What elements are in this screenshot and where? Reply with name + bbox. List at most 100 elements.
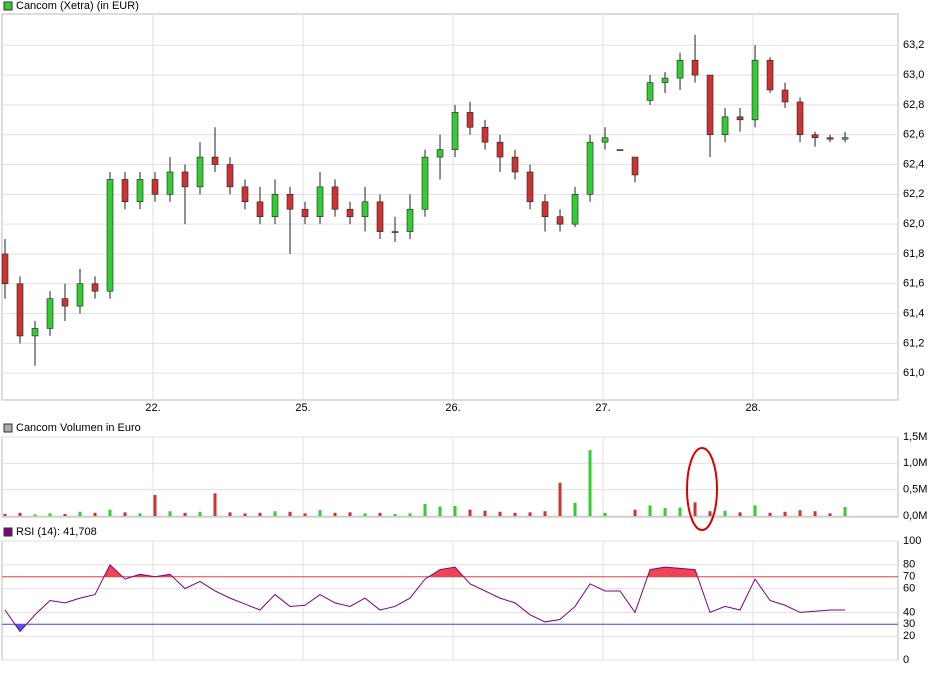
- y-tick-label: 60: [903, 583, 915, 595]
- volume-bar: [663, 508, 667, 516]
- candle-body: [661, 77, 669, 83]
- candle-body: [76, 283, 84, 307]
- level-label: 70: [903, 571, 915, 583]
- candle-body: [271, 194, 279, 217]
- volume-bar: [423, 503, 427, 516]
- price-frame: [1, 13, 899, 401]
- candle-body: [751, 59, 759, 121]
- candle-body: [106, 179, 114, 292]
- volume-bar: [78, 511, 82, 516]
- y-tick-label: 62,6: [903, 129, 924, 141]
- volume-bar: [573, 502, 577, 516]
- candle-body: [301, 208, 309, 217]
- candle-body: [346, 208, 354, 217]
- volume-bar: [843, 507, 847, 516]
- volume-bar: [288, 511, 292, 516]
- volume-bar: [483, 510, 487, 516]
- candle-body: [511, 156, 519, 173]
- volume-bar: [348, 512, 352, 516]
- volume-bar: [753, 505, 757, 516]
- volume-bar: [558, 482, 562, 516]
- volume-bar: [438, 506, 442, 516]
- y-tick-label: 100: [903, 535, 921, 547]
- y-tick-label: 0,0M: [903, 510, 927, 522]
- volume-bar: [168, 511, 172, 516]
- volume-bar: [543, 511, 547, 516]
- legend-marker: [3, 1, 13, 11]
- volume-bar: [498, 511, 502, 516]
- volume-bar: [18, 512, 22, 516]
- candle-body: [706, 74, 714, 136]
- y-tick-label: 40: [903, 606, 915, 618]
- candle-body: [646, 82, 654, 101]
- y-tick-label: 63,2: [903, 39, 924, 51]
- x-tick-label: 22.: [145, 402, 160, 414]
- candle-body: [556, 216, 564, 225]
- rsi-zone-fill: [5, 624, 846, 632]
- x-tick-label: 27.: [595, 402, 610, 414]
- candle-body: [691, 59, 699, 76]
- volume-bar: [303, 513, 307, 516]
- candle-body: [1, 253, 9, 285]
- volume-bar: [318, 510, 322, 516]
- volume-bar: [393, 513, 397, 516]
- y-tick-label: 0: [903, 654, 909, 666]
- volume-bar: [183, 512, 187, 516]
- volume-bar: [198, 511, 202, 516]
- volume-bar: [213, 493, 217, 516]
- candle-body: [766, 59, 774, 91]
- candle-body: [466, 112, 474, 128]
- volume-title: Cancom Volumen in Euro: [16, 422, 141, 434]
- volume-bar: [693, 502, 697, 516]
- y-tick-label: 62,0: [903, 218, 924, 230]
- candle-body: [196, 156, 204, 188]
- candle-body: [166, 171, 174, 195]
- y-tick-label: 1,5M: [903, 431, 927, 443]
- candle-body: [736, 116, 744, 121]
- candle-body: [421, 156, 429, 210]
- highlight-ellipse: [686, 447, 718, 531]
- y-tick-label: 62,8: [903, 99, 924, 111]
- volume-bar: [33, 514, 37, 516]
- legend-marker: [3, 527, 13, 537]
- candle-body: [226, 164, 234, 188]
- volume-bar: [63, 513, 67, 516]
- candle-body: [46, 298, 54, 329]
- y-tick-label: 62,4: [903, 158, 924, 170]
- volume-bar: [813, 511, 817, 516]
- candle-body: [796, 101, 804, 136]
- rsi-zone-fill: [5, 564, 846, 577]
- volume-bar: [723, 510, 727, 516]
- y-tick-label: 61,6: [903, 278, 924, 290]
- y-tick-label: 61,4: [903, 307, 924, 319]
- candle-body: [826, 137, 834, 140]
- candle-body: [811, 134, 819, 138]
- volume-bar: [603, 512, 607, 516]
- candle-body: [601, 137, 609, 143]
- volume-bar: [228, 512, 232, 516]
- volume-bar: [333, 512, 337, 516]
- volume-bar: [138, 513, 142, 516]
- volume-bar: [153, 494, 157, 516]
- volume-bar: [3, 513, 7, 516]
- volume-bar: [828, 513, 832, 516]
- y-tick-label: 61,2: [903, 337, 924, 349]
- candle-body: [61, 298, 69, 307]
- volume-bar: [408, 513, 412, 516]
- candle-body: [616, 149, 624, 151]
- candle-body: [586, 141, 594, 195]
- candle-body: [481, 126, 489, 143]
- volume-bar: [588, 450, 592, 516]
- candle-body: [526, 171, 534, 203]
- candle-body: [16, 283, 24, 337]
- rsi-title: RSI (14): 41,708: [16, 526, 97, 538]
- candle-body: [721, 116, 729, 136]
- candle-body: [406, 208, 414, 232]
- candle-body: [841, 137, 849, 140]
- volume-bar: [633, 509, 637, 516]
- volume-bar: [513, 512, 517, 516]
- volume-bar: [363, 513, 367, 516]
- candle-body: [541, 201, 549, 217]
- candle-body: [631, 156, 639, 176]
